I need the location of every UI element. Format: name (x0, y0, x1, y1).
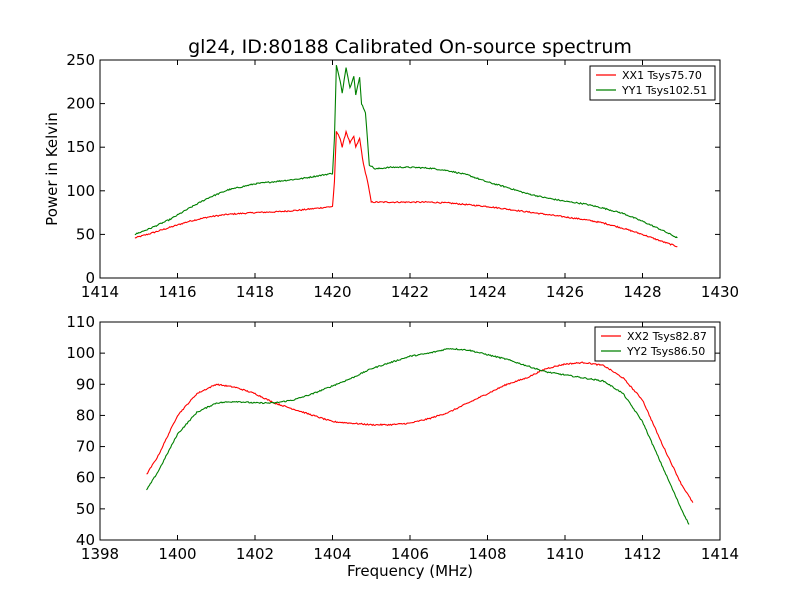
bottom-panel: 1398 1400 1402 1404 1406 1408 1410 1412 1414 40 50… (66, 313, 739, 580)
x-tick-label: 1408 (468, 545, 506, 563)
series-line-1 (146, 361, 694, 503)
x-tick-label: 1402 (236, 545, 274, 563)
x-tick-label: 1410 (546, 545, 584, 563)
y-tick-label: 200 (66, 95, 95, 113)
legend-box (594, 326, 716, 362)
y-tick-label: 110 (66, 313, 95, 331)
y-tick-label: 80 (76, 406, 95, 424)
y-tick-label: 70 (76, 438, 95, 456)
legend: XX1 Tsys75.70 YY1 Tsys102.51 (589, 65, 716, 101)
x-axis-label: Frequency (MHz) (347, 562, 473, 580)
chart-title: gl24, ID:80188 Calibrated On-source spec… (188, 36, 632, 58)
series-line-2 (146, 347, 690, 525)
top-panel: 1414 1416 1418 1420 1422 1424 1426 1428 1430 0 50 1… (43, 51, 739, 301)
x-tick-label: 1430 (701, 283, 739, 301)
y-axis-label: Power in Kelvin (43, 112, 61, 226)
x-tick-label: 1424 (468, 283, 506, 301)
y-tick-label: 250 (66, 51, 95, 69)
x-tick-label: 1414 (81, 283, 119, 301)
y-tick-label: 150 (66, 138, 95, 156)
x-tick-label: 1420 (313, 283, 351, 301)
y-tick-label: 40 (76, 531, 95, 549)
y-tick-label: 0 (85, 269, 95, 287)
x-tick-label: 1426 (546, 283, 584, 301)
legend-box (589, 65, 716, 101)
legend-label: YY2 Tsys86.50 (626, 345, 705, 358)
x-tick-label: 1414 (701, 545, 739, 563)
x-tick-label: 1418 (236, 283, 274, 301)
y-tick-label: 60 (76, 469, 95, 487)
legend: XX2 Tsys82.87 YY2 Tsys86.50 (594, 326, 716, 362)
x-tick-label: 1416 (158, 283, 196, 301)
legend-label: XX1 Tsys75.70 (622, 69, 702, 82)
y-tick-label: 90 (76, 375, 95, 393)
x-tick-label: 1428 (623, 283, 661, 301)
x-tick-label: 1406 (391, 545, 429, 563)
y-tick-label: 100 (66, 182, 95, 200)
y-tick-label: 50 (76, 500, 95, 518)
y-tick-label: 100 (66, 344, 95, 362)
legend-label: YY1 Tsys102.51 (621, 84, 707, 97)
y-tick-label: 50 (76, 225, 95, 243)
x-tick-label: 1412 (623, 545, 661, 563)
x-tick-label: 1404 (313, 545, 351, 563)
x-tick-label: 1400 (158, 545, 196, 563)
series-line-2 (134, 65, 678, 239)
legend-label: XX2 Tsys82.87 (627, 330, 707, 343)
series-line-1 (134, 129, 678, 248)
x-tick-label: 1398 (81, 545, 119, 563)
x-tick-label: 1422 (391, 283, 429, 301)
